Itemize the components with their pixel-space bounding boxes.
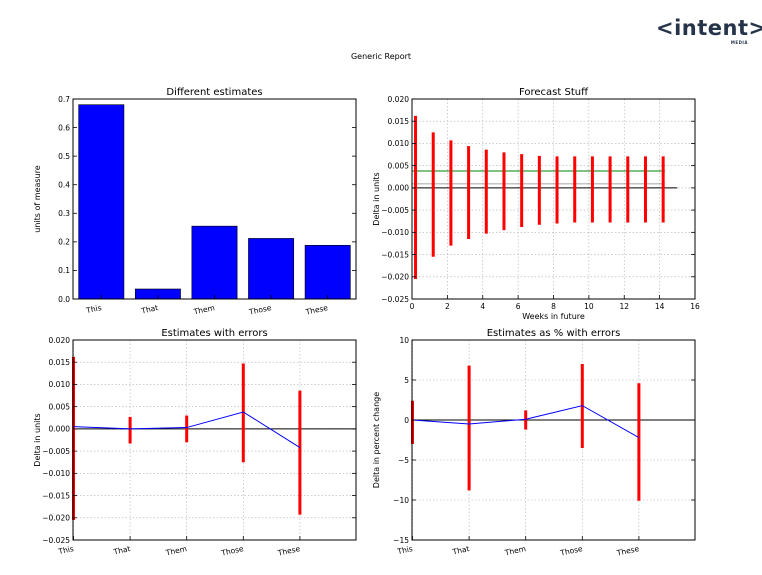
y-tick-label: −15: [393, 536, 409, 545]
x-tick-label-that: That: [140, 303, 159, 316]
x-tick-label-these: These: [276, 544, 301, 558]
plot-frame: [411, 339, 696, 541]
x-tick-label-those: Those: [247, 303, 272, 317]
chart-title: Different estimates: [166, 87, 262, 98]
y-tick-label: −5: [398, 456, 409, 465]
x-tick-label-those: Those: [220, 544, 245, 558]
x-tick-label-them: Them: [503, 544, 527, 557]
chart-forecast-stuff: −0.025 −0.020 −0.015 −0.010 −0.005 0.000 0.005…: [372, 87, 700, 321]
x-tick-label-this: This: [84, 303, 102, 315]
bar-this: [78, 104, 125, 300]
y-tick-label: 5: [404, 376, 409, 385]
chart-different-estimates: 0.0 0.1 0.2 0.3 0.4 0.5 0.6 0.7 This That Them Thos…: [33, 87, 357, 317]
report-title: Generic Report: [350, 52, 412, 61]
y-axis-label: units of measure: [33, 165, 42, 232]
y-tick-label: 0.1: [58, 266, 70, 275]
x-tick-label-those: Those: [559, 544, 584, 558]
y-tick-label: 0.005: [388, 161, 410, 170]
chart-estimates-with-errors: −0.025 −0.020 −0.015 −0.010 −0.005 0.000 0.005…: [33, 328, 357, 558]
x-tick-label: 14: [655, 302, 665, 311]
y-tick-label: 0.4: [58, 181, 70, 190]
bar-them: [191, 225, 238, 300]
bar-those: [248, 238, 295, 300]
x-tick-label-them: Them: [192, 303, 216, 316]
x-tick-label: 0: [410, 302, 415, 311]
y-tick-label: −0.015: [42, 491, 70, 500]
x-tick-label: 16: [690, 302, 700, 311]
chart-title: Forecast Stuff: [519, 87, 589, 98]
y-tick-label: −0.025: [381, 295, 409, 304]
x-tick-label-this: This: [57, 544, 75, 556]
y-tick-label: −0.020: [381, 273, 409, 282]
x-tick-label-them: Them: [164, 544, 188, 557]
y-axis-label: Delta in units: [372, 172, 381, 225]
y-tick-label: −0.010: [381, 228, 409, 237]
y-tick-label: 0.5: [58, 152, 70, 161]
y-tick-label: −0.005: [381, 206, 409, 215]
y-tick-label: −0.025: [42, 536, 70, 545]
y-tick-label: 0.000: [49, 425, 71, 434]
y-tick-label: 0.005: [49, 402, 71, 411]
y-tick-label: 0.3: [58, 209, 70, 218]
x-axis-label: Weeks in future: [522, 312, 585, 321]
series-line: [412, 405, 640, 439]
plot-frame: [72, 339, 357, 541]
logo-subtext: MEDIA: [730, 40, 748, 45]
plot-frame: [411, 98, 696, 300]
y-tick-label: 0.7: [58, 95, 70, 104]
y-tick-label: 0.015: [49, 358, 71, 367]
y-axis-label: Delta in percent change: [372, 392, 381, 488]
y-tick-label: −10: [393, 496, 409, 505]
logo-text: <intent>: [656, 16, 762, 40]
y-tick-label: −0.005: [42, 447, 70, 456]
x-tick-label-that: That: [451, 544, 470, 557]
y-tick-label: 0.010: [388, 139, 410, 148]
x-tick-label: 12: [619, 302, 629, 311]
x-tick-label-these: These: [615, 544, 640, 558]
y-tick-label: 0.6: [58, 123, 70, 132]
y-tick-label: 0.020: [388, 95, 410, 104]
y-tick-label: −0.010: [42, 469, 70, 478]
intent-media-logo: <intent> MEDIA: [656, 16, 762, 50]
x-tick-label: 2: [445, 302, 450, 311]
x-tick-label: 8: [551, 302, 556, 311]
x-tick-label: 10: [584, 302, 594, 311]
chart-title: Estimates with errors: [161, 328, 267, 339]
x-tick-label-these: These: [304, 303, 329, 317]
y-tick-label: 0.0: [58, 295, 70, 304]
x-tick-label-that: That: [112, 544, 131, 557]
x-tick-label: 6: [516, 302, 521, 311]
x-tick-label: 4: [480, 302, 485, 311]
y-tick-label: −0.015: [381, 250, 409, 259]
y-tick-label: 0.2: [58, 238, 70, 247]
y-tick-label: 0.015: [388, 117, 410, 126]
y-tick-label: 10: [399, 336, 409, 345]
y-tick-label: −0.020: [42, 514, 70, 523]
y-tick-label: 0.010: [49, 380, 71, 389]
y-tick-label: 0: [404, 416, 409, 425]
chart-title: Estimates as % with errors: [487, 328, 621, 339]
series-line: [73, 411, 301, 448]
x-tick-label-this: This: [396, 544, 414, 556]
y-tick-label: 0.000: [388, 184, 410, 193]
bar-these: [304, 244, 351, 300]
y-axis-label: Delta in units: [33, 413, 42, 466]
y-tick-label: 0.020: [49, 336, 71, 345]
chart-estimates-percent-with-errors: −15 −10 −5 0 5 10 This That Them Those These Estima…: [372, 328, 696, 558]
